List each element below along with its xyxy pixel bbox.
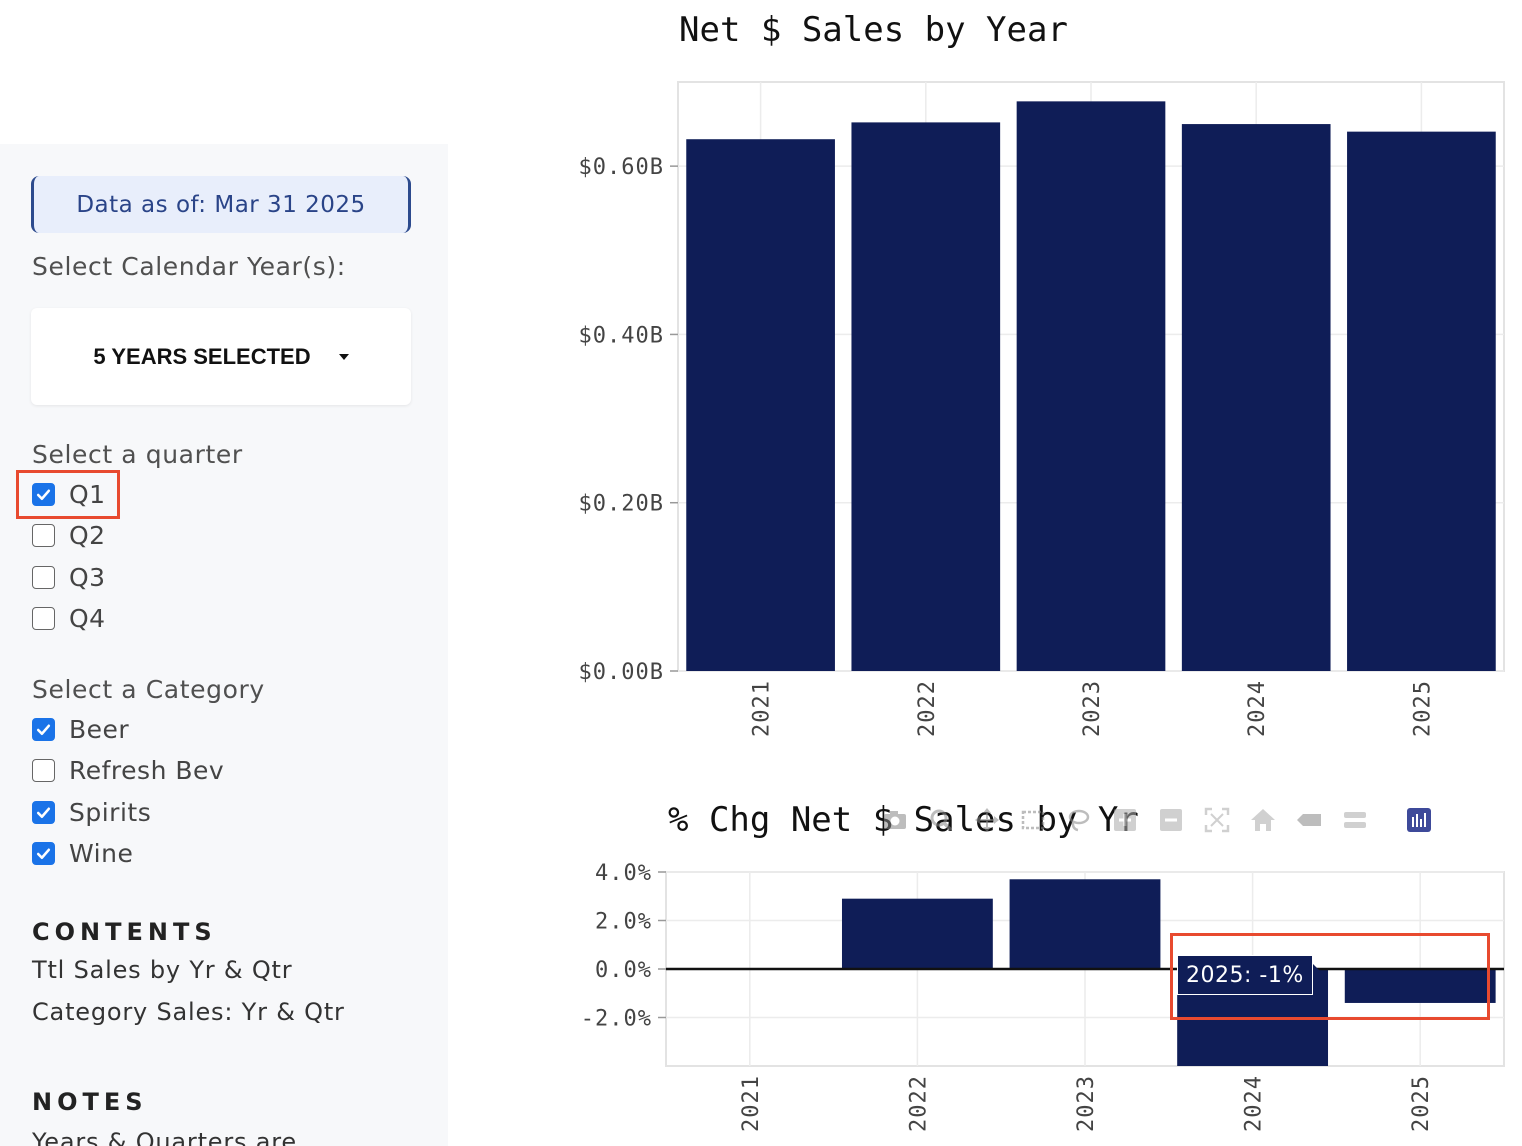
notes-heading: NOTES xyxy=(32,1088,148,1116)
x-tick-label: 2024 xyxy=(1242,1075,1267,1132)
checkbox-checked-icon[interactable] xyxy=(32,482,55,506)
x-tick-label: 2021 xyxy=(750,680,775,737)
chart1-container: $0.00B $0.20B $0.40B $0.60B 2021 2022 2023 2024… xyxy=(560,70,1520,760)
y-tick-label: $0.00B xyxy=(579,660,664,685)
x-tick-label: 2025 xyxy=(1409,1075,1434,1132)
checkbox-checked-icon[interactable] xyxy=(32,717,55,741)
quarter-checkbox-label: Q3 xyxy=(69,562,106,592)
y-tick-label: $0.40B xyxy=(579,323,664,348)
x-tick-label: 2023 xyxy=(1074,1075,1099,1132)
year-dropdown[interactable]: 5 YEARS SELECTED xyxy=(31,308,411,405)
category-checkbox-label: Beer xyxy=(69,714,130,744)
plot-modebar xyxy=(880,802,1434,838)
x-tick-label: 2021 xyxy=(739,1075,764,1132)
category-checkbox-label: Spirits xyxy=(69,797,152,827)
bar-2022[interactable] xyxy=(851,122,1001,672)
category-select-label: Select a Category xyxy=(32,675,265,704)
checkbox-unchecked-icon[interactable] xyxy=(32,524,55,547)
zoom-out-icon[interactable] xyxy=(1156,805,1186,835)
quarter-checkbox-q4[interactable]: Q4 xyxy=(32,604,106,634)
quarter-checkbox-q2[interactable]: Q2 xyxy=(32,521,106,551)
hover-tooltip: 2025: -1% xyxy=(1177,955,1325,995)
chart1-title: Net $ Sales by Year xyxy=(679,10,1068,50)
y-tick-label: -2.0% xyxy=(581,1007,652,1032)
box-select-icon[interactable] xyxy=(1018,805,1048,835)
contents-item[interactable]: Category Sales: Yr & Qtr xyxy=(32,998,345,1026)
bar-2021[interactable] xyxy=(686,139,835,671)
bar-2022[interactable] xyxy=(841,898,993,969)
quarter-checkbox-q1[interactable]: Q1 xyxy=(32,479,106,509)
y-tick-label: 4.0% xyxy=(595,861,652,886)
bar-2023[interactable] xyxy=(1009,879,1161,969)
contents-heading: CONTENTS xyxy=(32,918,217,946)
pan-icon[interactable] xyxy=(972,805,1002,835)
lasso-icon[interactable] xyxy=(1064,805,1094,835)
category-checkbox-spirits[interactable]: Spirits xyxy=(32,797,151,827)
x-tick-label: 2022 xyxy=(906,1075,931,1132)
year-select-label: Select Calendar Year(s): xyxy=(32,252,346,281)
caret-down-icon xyxy=(338,353,349,360)
category-checkbox-label: Wine xyxy=(69,839,134,868)
checkbox-unchecked-icon[interactable] xyxy=(32,607,55,630)
reset-axes-icon[interactable] xyxy=(1248,805,1278,835)
contents-item[interactable]: Ttl Sales by Yr & Qtr xyxy=(32,956,293,984)
data-as-of-badge: Data as of: Mar 31 2025 xyxy=(31,176,411,233)
net-sales-by-year-chart: $0.00B $0.20B $0.40B $0.60B 2021 2022 2023 2024… xyxy=(579,81,1505,737)
year-dropdown-value: 5 YEARS SELECTED xyxy=(93,343,311,369)
category-checkbox-beer[interactable]: Beer xyxy=(32,714,129,744)
checkbox-checked-icon[interactable] xyxy=(32,800,55,824)
quarter-select-label: Select a quarter xyxy=(32,440,243,469)
sidebar: Data as of: Mar 31 2025 Select Calendar … xyxy=(0,144,448,1146)
zoom-in-icon[interactable] xyxy=(1110,805,1140,835)
camera-icon[interactable] xyxy=(880,805,910,835)
quarter-checkbox-q3[interactable]: Q3 xyxy=(32,562,106,592)
autoscale-icon[interactable] xyxy=(1202,805,1232,835)
quarter-checkbox-label: Q1 xyxy=(69,479,106,509)
zoom-icon[interactable] xyxy=(926,805,956,835)
category-checkbox-label: Refresh Bev xyxy=(69,756,225,785)
x-tick-label: 2023 xyxy=(1080,680,1105,737)
x-tick-label: 2022 xyxy=(915,680,940,737)
quarter-checkbox-label: Q2 xyxy=(69,521,106,550)
y-tick-label: $0.20B xyxy=(579,492,664,517)
quarter-checkbox-label: Q4 xyxy=(69,604,106,633)
y-tick-label: 0.0% xyxy=(595,958,652,983)
q1-highlight-box xyxy=(16,470,120,519)
bar-2025[interactable] xyxy=(1344,969,1496,1003)
x-tick-label: 2024 xyxy=(1245,680,1270,737)
notes-text: Years & Quarters are xyxy=(32,1128,297,1146)
y-tick-label: 2.0% xyxy=(595,910,652,935)
checkbox-checked-icon[interactable] xyxy=(32,842,55,865)
hover-closest-icon[interactable] xyxy=(1340,805,1370,835)
spike-lines-icon[interactable] xyxy=(1294,805,1324,835)
category-checkbox-wine[interactable]: Wine xyxy=(32,839,133,869)
bar-2025[interactable] xyxy=(1347,131,1496,671)
bar-2023[interactable] xyxy=(1016,101,1166,672)
y-tick-label: $0.60B xyxy=(579,155,664,180)
bar-2024[interactable] xyxy=(1181,124,1331,672)
plotly-logo-icon[interactable] xyxy=(1404,805,1434,835)
checkbox-unchecked-icon[interactable] xyxy=(32,565,55,589)
checkbox-unchecked-icon[interactable] xyxy=(32,759,55,782)
x-tick-label: 2025 xyxy=(1410,680,1435,737)
category-checkbox-refresh-bev[interactable]: Refresh Bev xyxy=(32,756,224,786)
tooltip-highlight-box xyxy=(1170,933,1490,1020)
